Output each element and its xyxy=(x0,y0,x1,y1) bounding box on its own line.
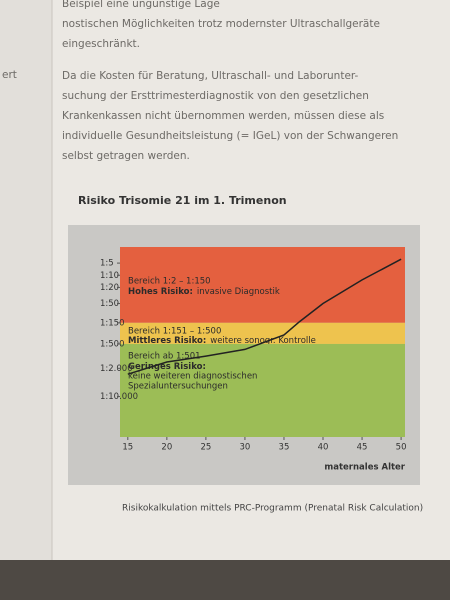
risk-band xyxy=(120,247,405,323)
y-tick-label: 1:150 xyxy=(100,318,125,328)
y-tick-label: 1:20 xyxy=(100,283,119,293)
band-heading: Hohes Risiko: xyxy=(128,287,193,297)
band-range-label: Bereich ab 1:501 xyxy=(128,351,201,361)
y-tick-label: 1:2.000 xyxy=(100,364,133,374)
band-range-label: Bereich 1:151 – 1:500 xyxy=(128,326,221,336)
band-range-label: Bereich 1:2 – 1:150 xyxy=(128,277,211,287)
left-page xyxy=(0,0,52,600)
band-heading: Geringes Risiko: xyxy=(128,361,206,371)
x-tick-label: 45 xyxy=(357,443,368,453)
x-tick-label: 20 xyxy=(161,443,172,453)
band-detail: weitere sonogr. Kontrolle xyxy=(210,335,316,345)
band-risk-label: Geringes Risiko: xyxy=(128,361,206,371)
paragraph-line: nostischen Möglichkeiten trotz modernste… xyxy=(62,18,380,30)
y-tick-label: 1:5 xyxy=(100,259,114,269)
x-tick-label: 40 xyxy=(318,443,329,453)
x-tick-label: 35 xyxy=(279,443,290,453)
band-risk-label: Hohes Risiko: invasive Diagnostik xyxy=(128,287,280,297)
x-axis-label: maternales Alter xyxy=(324,463,405,473)
x-tick-label: 50 xyxy=(396,443,407,453)
caption: Risikokalkulation mittels PRC-Programm (… xyxy=(122,504,423,514)
paragraph-line: individuelle Gesundheitsleistung (= IGeL… xyxy=(62,130,398,142)
paragraph-line: selbst getragen werden. xyxy=(62,150,190,162)
y-tick-label: 1:500 xyxy=(100,339,125,349)
x-tick-label: 30 xyxy=(240,443,251,453)
x-tick-label: 25 xyxy=(200,443,211,453)
band-heading: Mittleres Risiko: xyxy=(128,335,206,345)
band-detail: Spezialuntersuchungen xyxy=(128,381,228,391)
risk-band xyxy=(120,322,405,344)
paragraph-line: Beispiel eine ungünstige Lage xyxy=(62,0,220,10)
band-detail: keine weiteren diagnostischen xyxy=(128,371,257,381)
y-tick-label: 1:50 xyxy=(100,299,119,309)
x-tick-label: 15 xyxy=(122,443,133,453)
margin-text: ert xyxy=(2,69,17,81)
y-tick-label: 1:10 xyxy=(100,271,119,281)
risk-curve xyxy=(127,258,402,375)
background xyxy=(0,560,450,600)
paragraph-line: Krankenkassen nicht übernommen werden, m… xyxy=(62,110,384,122)
risk-band xyxy=(120,343,405,437)
chart-title: Risiko Trisomie 21 im 1. Trimenon xyxy=(78,194,287,207)
paragraph-line: Da die Kosten für Beratung, Ultraschall-… xyxy=(62,70,359,82)
band-risk-label: Mittleres Risiko: weitere sonogr. Kontrol… xyxy=(128,335,316,345)
paragraph-line: suchung der Ersttrimesterdiagnostik von … xyxy=(62,90,369,102)
paragraph-line: eingeschränkt. xyxy=(62,38,140,50)
band-detail: invasive Diagnostik xyxy=(197,287,280,297)
